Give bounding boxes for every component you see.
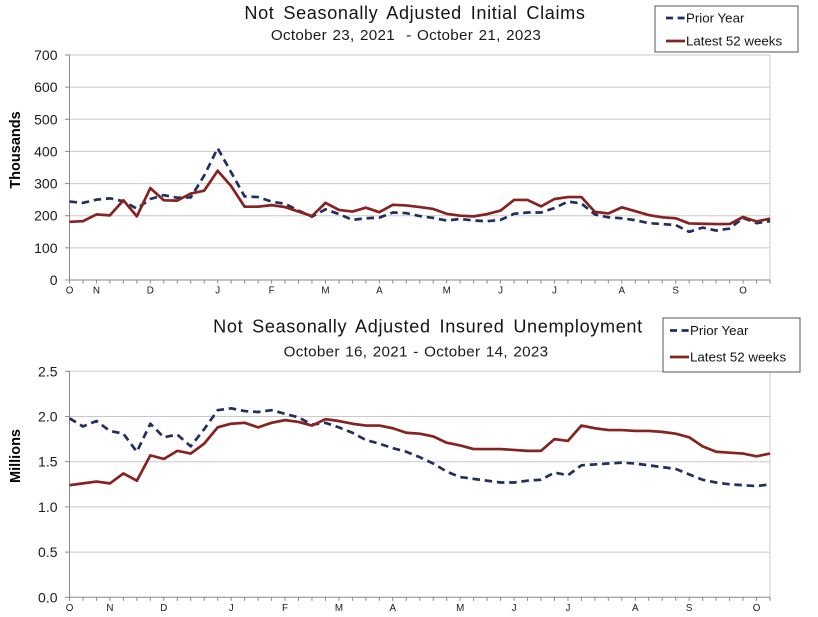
initial-claims-yaxis-title: Thousands	[8, 111, 24, 188]
x-month-label: J	[498, 286, 503, 297]
legend-box	[654, 5, 799, 53]
x-month-label: N	[106, 603, 113, 614]
x-month-label: M	[456, 603, 464, 614]
x-month-label: N	[93, 286, 100, 297]
insured-unemployment-title: Not Seasonally Adjusted Insured Unemploy…	[213, 317, 643, 337]
x-month-label: D	[147, 286, 154, 297]
y-tick-label: 2.5	[38, 363, 58, 379]
x-month-label: J	[565, 603, 570, 614]
initial-claims-subtitle: October 23, 2021 - October 21, 2023	[271, 27, 541, 44]
x-month-label: J	[215, 286, 220, 297]
insured-unemployment-chart: Not Seasonally Adjusted Insured Unemploy…	[8, 317, 801, 614]
prior-year-line	[69, 146, 771, 234]
initial-claims-legend: Prior Year Latest 52 weeks	[654, 5, 799, 53]
insured-unemployment-yaxis-title: Millions	[8, 429, 24, 483]
x-month-label: J	[229, 603, 234, 614]
x-month-label: A	[619, 286, 626, 297]
initial-claims-chart: Not Seasonally Adjusted Initial Claims O…	[8, 3, 799, 297]
y-tick-label: 200	[34, 208, 58, 224]
y-tick-label: 2.0	[38, 409, 58, 425]
x-month-label: A	[390, 603, 397, 614]
y-tick-label: 300	[34, 176, 58, 192]
y-tick-label: 1.5	[38, 454, 58, 470]
prior-year-line	[68, 407, 771, 488]
x-month-label: A	[632, 603, 639, 614]
latest-52-weeks-line	[69, 417, 771, 487]
x-month-label: S	[672, 286, 679, 297]
x-month-label: O	[739, 286, 747, 297]
legend-label: Latest 52 weeks	[690, 350, 786, 365]
initial-claims-title: Not Seasonally Adjusted Initial Claims	[244, 3, 585, 23]
x-month-label: A	[376, 286, 383, 297]
x-month-label: F	[282, 603, 288, 614]
y-tick-label: 400	[34, 143, 58, 159]
legend-box	[662, 317, 801, 373]
legend-label: Latest 52 weeks	[686, 34, 782, 49]
x-month-label: M	[335, 603, 343, 614]
y-tick-label: 700	[34, 47, 58, 63]
latest-52-weeks-line	[69, 169, 771, 226]
x-month-label: O	[66, 286, 74, 297]
x-month-label: J	[552, 286, 557, 297]
y-tick-label: 1.0	[38, 499, 58, 515]
x-month-label: M	[321, 286, 329, 297]
y-tick-label: 100	[34, 240, 58, 256]
insured-unemployment-subtitle: October 16, 2021 - October 14, 2023	[284, 344, 549, 361]
y-tick-label: 0.5	[38, 544, 58, 560]
x-month-label: S	[686, 603, 693, 614]
y-tick-label: 600	[34, 79, 58, 95]
x-month-label: O	[66, 603, 74, 614]
insured-unemployment-legend: Prior Year Latest 52 weeks	[662, 317, 801, 373]
insured-unemployment-plot: 0.0 0.5 1.0 1.5 2.0 2.5 O N D J F M A M J J A S O	[38, 363, 771, 614]
legend-label: Prior Year	[686, 11, 745, 26]
x-month-label: F	[269, 286, 275, 297]
initial-claims-plot: 0 100 200 300 400 500 600 700 O N D J F M A M J J A S O	[34, 47, 771, 297]
x-month-label: J	[512, 603, 517, 614]
x-month-label: M	[443, 286, 451, 297]
x-month-label: D	[160, 603, 167, 614]
x-month-label: O	[753, 603, 761, 614]
y-tick-label: 0.0	[38, 589, 58, 605]
y-tick-label: 500	[34, 111, 58, 127]
legend-label: Prior Year	[690, 323, 749, 338]
y-tick-label: 0	[50, 272, 58, 288]
